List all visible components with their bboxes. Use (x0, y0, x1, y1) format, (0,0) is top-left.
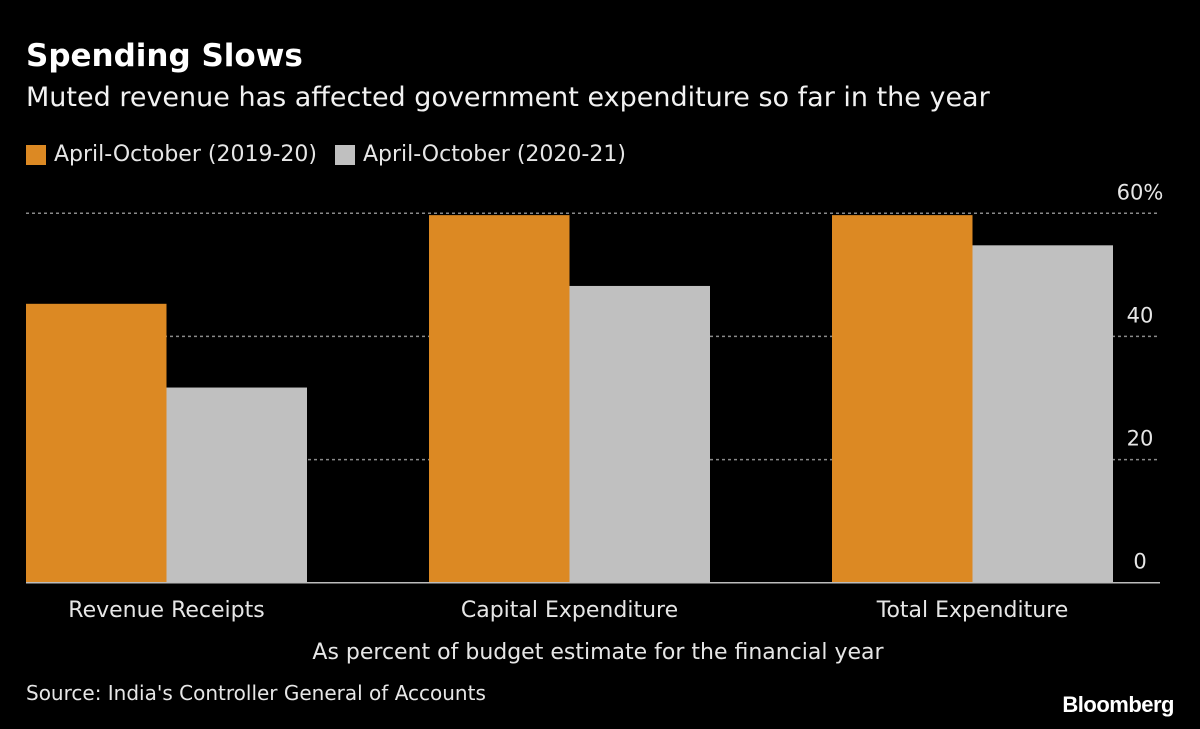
legend-item-2020-21: April-October (2020-21) (334, 142, 626, 167)
legend-label-2019-20: April-October (2019-20) (54, 142, 317, 167)
legend-item-2019-20: April-October (2019-20) (26, 142, 317, 167)
bar-2020-21-total-expenditure (972, 245, 1113, 583)
bar-2020-21-revenue-receipts (166, 387, 307, 583)
y-tick-label: 40 (1127, 303, 1154, 327)
bar-2019-20-total-expenditure (832, 215, 973, 583)
bar-2019-20-revenue-receipts (26, 303, 167, 583)
y-tick-label: 20 (1127, 427, 1154, 451)
legend: April-October (2019-20) April-October (2… (26, 142, 626, 167)
legend-swatch-2019-20 (26, 144, 46, 165)
x-tick-label: Total Expenditure (876, 598, 1068, 623)
bar-2019-20-capital-expenditure (429, 215, 570, 583)
chart-title: Spending Slows (26, 38, 303, 74)
x-tick-label: Revenue Receipts (68, 598, 264, 623)
bloomberg-logo: Bloomberg (1062, 692, 1174, 717)
source-note: Source: India's Controller General of Ac… (26, 681, 486, 705)
bar-2020-21-capital-expenditure (569, 285, 710, 583)
legend-label-2020-21: April-October (2020-21) (362, 142, 626, 167)
y-tick-label: 60% (1117, 180, 1164, 204)
x-axis-label: As percent of budget estimate for the fi… (312, 640, 884, 665)
x-tick-label: Capital Expenditure (461, 598, 678, 623)
chart-subtitle: Muted revenue has affected government ex… (26, 82, 990, 113)
y-tick-label: 0 (1133, 550, 1146, 574)
legend-swatch-2020-21 (334, 144, 355, 165)
